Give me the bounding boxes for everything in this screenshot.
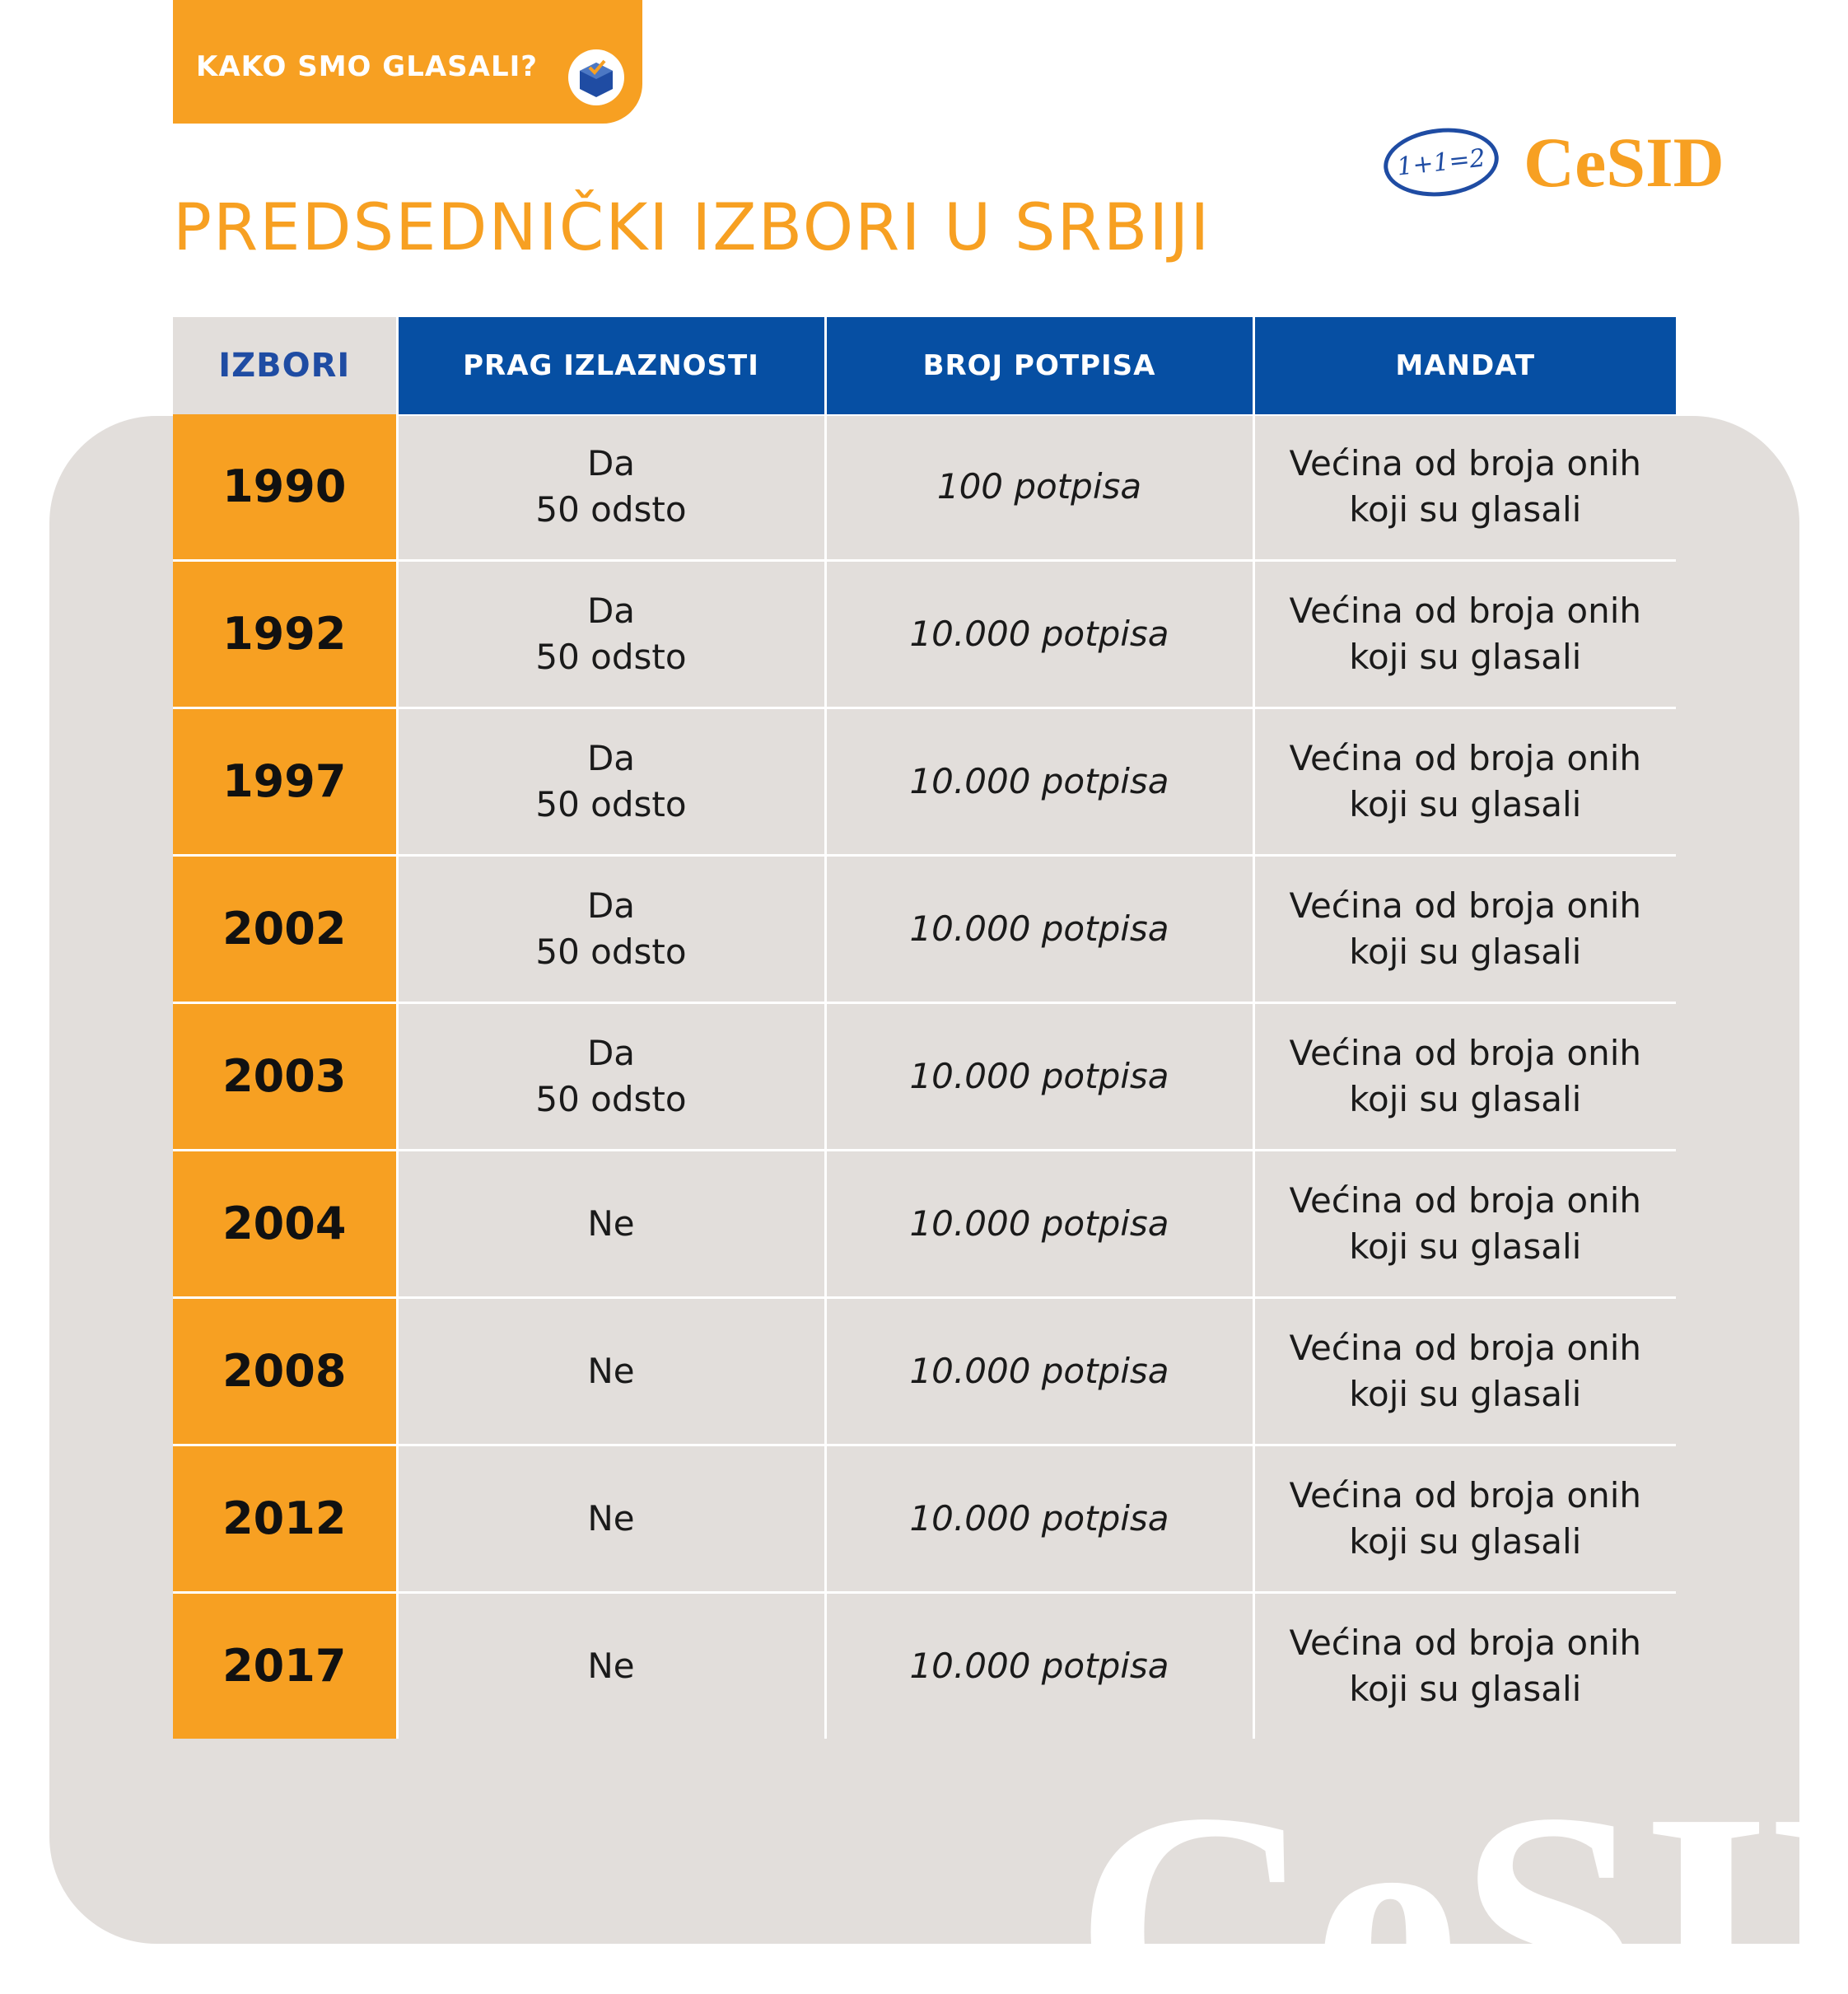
cell-line: Većina od broja onih: [1289, 1328, 1642, 1368]
cell-potpisi: 100 potpisa: [824, 414, 1253, 561]
cell-line: Većina od broja onih: [1289, 738, 1642, 778]
tag-label: KAKO SMO GLASALI?: [196, 50, 539, 83]
cell-prag: Da 50 odsto: [395, 707, 825, 856]
cell-line: koji su glasali: [1349, 489, 1582, 530]
cell-year: 2008: [173, 1296, 397, 1445]
cell-line: koji su glasali: [1349, 932, 1582, 972]
cell-line: 50 odsto: [535, 637, 687, 677]
cesid-logo: 1+1=2 CeSID: [1380, 122, 1724, 204]
cell-prag: Da 50 odsto: [395, 854, 825, 1003]
table-header-row: IZBORI PRAG IZLAZNOSTI BROJ POTPISA MAND…: [173, 317, 1676, 414]
cell-line: Ne: [587, 1203, 635, 1244]
cell-mandat: Većina od broja onih koji su glasali: [1252, 1002, 1676, 1151]
header-potpisi: BROJ POTPISA: [824, 317, 1253, 414]
cell-line: Većina od broja onih: [1289, 591, 1642, 631]
cell-potpisi: 10.000 potpisa: [824, 1591, 1253, 1739]
cell-line: koji su glasali: [1349, 784, 1582, 824]
cell-line: Većina od broja onih: [1289, 443, 1642, 483]
logo-wordmark: CeSID: [1524, 123, 1724, 202]
cell-line: Ne: [587, 1646, 635, 1686]
cell-potpisi: 10.000 potpisa: [824, 1444, 1253, 1593]
cell-prag: Da 50 odsto: [395, 414, 825, 561]
cell-prag: Ne: [395, 1444, 825, 1593]
cell-mandat: Većina od broja onih koji su glasali: [1252, 1296, 1676, 1445]
cell-line: koji su glasali: [1349, 1521, 1582, 1562]
cell-prag: Ne: [395, 1591, 825, 1739]
cell-mandat: Većina od broja onih koji su glasali: [1252, 559, 1676, 708]
watermark-logo: CeSID: [1075, 1744, 1799, 1945]
cell-line: Da: [586, 1033, 636, 1073]
table-row: 2004 Ne 10.000 potpisa Većina od broja onih…: [173, 1149, 1676, 1298]
cell-potpisi: 10.000 potpisa: [824, 1149, 1253, 1298]
cell-line: koji su glasali: [1349, 637, 1582, 677]
table-row: 2017 Ne 10.000 potpisa Većina od broja onih…: [173, 1591, 1676, 1739]
cell-line: Većina od broja onih: [1289, 1623, 1642, 1663]
elections-table: IZBORI PRAG IZLAZNOSTI BROJ POTPISA MAND…: [173, 317, 1676, 1739]
cell-mandat: Većina od broja onih koji su glasali: [1252, 854, 1676, 1003]
table-row: 2008 Ne 10.000 potpisa Većina od broja onih…: [173, 1296, 1676, 1445]
cell-year: 1997: [173, 707, 397, 856]
cell-line: 50 odsto: [535, 1079, 687, 1119]
cell-mandat: Većina od broja onih koji su glasali: [1252, 707, 1676, 856]
cell-year: 2002: [173, 854, 397, 1003]
cell-line: Da: [586, 738, 636, 778]
cell-line: Da: [586, 443, 636, 483]
cell-line: Većina od broja onih: [1289, 1033, 1642, 1073]
cell-line: koji su glasali: [1349, 1079, 1582, 1119]
cell-line: koji su glasali: [1349, 1226, 1582, 1267]
cell-line: 50 odsto: [535, 784, 687, 824]
ballot-box-icon: [568, 49, 624, 105]
cell-mandat: Većina od broja onih koji su glasali: [1252, 1444, 1676, 1593]
cell-line: 50 odsto: [535, 489, 687, 530]
table-row: 1997 Da 50 odsto 10.000 potpisa Većina od br…: [173, 707, 1676, 856]
header-mandat: MANDAT: [1252, 317, 1676, 414]
cell-line: Većina od broja onih: [1289, 1180, 1642, 1221]
page-title: PREDSEDNIČKI IZBORI U SRBIJI: [173, 191, 1211, 265]
cell-potpisi: 10.000 potpisa: [824, 559, 1253, 708]
cell-mandat: Većina od broja onih koji su glasali: [1252, 1149, 1676, 1298]
table-row: 2003 Da 50 odsto 10.000 potpisa Većina od br…: [173, 1002, 1676, 1151]
cell-potpisi: 10.000 potpisa: [824, 1002, 1253, 1151]
cell-year: 1990: [173, 414, 397, 561]
cell-year: 2003: [173, 1002, 397, 1151]
cell-year: 2012: [173, 1444, 397, 1593]
cell-prag: Da 50 odsto: [395, 559, 825, 708]
cell-line: koji su glasali: [1349, 1669, 1582, 1709]
cell-potpisi: 10.000 potpisa: [824, 707, 1253, 856]
cell-mandat: Većina od broja onih koji su glasali: [1252, 414, 1676, 561]
table-row: 2012 Ne 10.000 potpisa Većina od broja onih…: [173, 1444, 1676, 1593]
table-row: 1992 Da 50 odsto 10.000 potpisa Većina od br…: [173, 559, 1676, 708]
cell-prag: Ne: [395, 1149, 825, 1298]
header-prag: PRAG IZLAZNOSTI: [395, 317, 825, 414]
cell-prag: Ne: [395, 1296, 825, 1445]
cell-line: Većina od broja onih: [1289, 1475, 1642, 1515]
table-row: 2002 Da 50 odsto 10.000 potpisa Većina od br…: [173, 854, 1676, 1003]
cell-line: koji su glasali: [1349, 1374, 1582, 1414]
table-row: 1990 Da 50 odsto 100 potpisa Većina od broja…: [173, 414, 1676, 561]
cell-year: 1992: [173, 559, 397, 708]
cell-line: 50 odsto: [535, 932, 687, 972]
cell-line: Većina od broja onih: [1289, 885, 1642, 926]
cell-potpisi: 10.000 potpisa: [824, 1296, 1253, 1445]
logo-badge: 1+1=2: [1380, 122, 1502, 203]
cell-prag: Da 50 odsto: [395, 1002, 825, 1151]
cell-year: 2004: [173, 1149, 397, 1298]
cell-line: Da: [586, 885, 636, 926]
cell-potpisi: 10.000 potpisa: [824, 854, 1253, 1003]
cell-mandat: Većina od broja onih koji su glasali: [1252, 1591, 1676, 1739]
header-izbori: IZBORI: [173, 317, 397, 414]
cell-line: Da: [586, 591, 636, 631]
cell-line: Ne: [587, 1498, 635, 1539]
header-tag: KAKO SMO GLASALI?: [173, 0, 642, 124]
cell-year: 2017: [173, 1591, 397, 1739]
cell-line: Ne: [587, 1351, 635, 1391]
